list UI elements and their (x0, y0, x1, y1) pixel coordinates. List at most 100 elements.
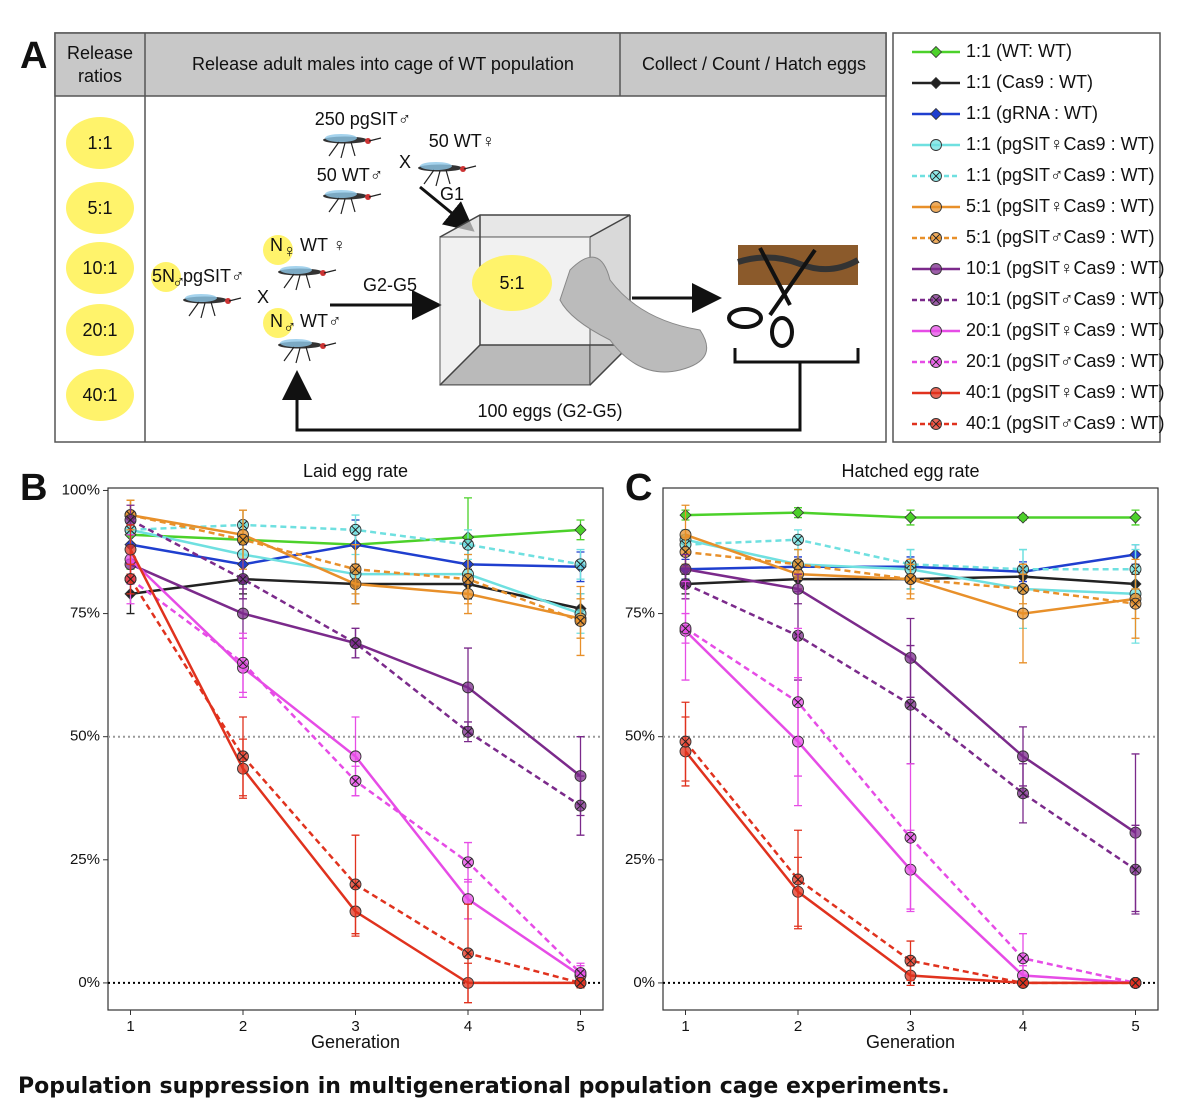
marker-cross (906, 574, 915, 584)
marker (574, 523, 587, 536)
marker-cross (681, 624, 690, 633)
label: ♂ (172, 272, 186, 292)
x-axis-label: Generation (866, 1032, 955, 1052)
label: N (270, 311, 283, 331)
marker-cross (793, 560, 803, 569)
marker (124, 543, 137, 556)
panel-letter: B (20, 467, 47, 509)
label: WT ♀ (300, 235, 346, 255)
header: ratios (78, 66, 122, 86)
x-tick-label: 4 (1019, 1018, 1027, 1035)
label: ♂ (283, 317, 297, 337)
marker-cross (906, 700, 915, 709)
marker-cross (931, 295, 941, 305)
label: 250 pgSIT♂ (315, 109, 412, 129)
chart-title: Hatched egg rate (841, 461, 979, 481)
legend-label: 10:1 (pgSIT♀Cas9 : WT) (966, 258, 1165, 278)
header: Release adult males into cage of WT popu… (192, 54, 574, 74)
marker-cross (931, 171, 941, 181)
label: 100 eggs (G2-G5) (477, 401, 622, 421)
marker (930, 387, 942, 399)
marker-cross (931, 233, 941, 243)
x-tick-label: 2 (794, 1018, 802, 1035)
marker-cross (351, 525, 360, 535)
marker-cross (576, 560, 585, 569)
label: WT♂ (300, 311, 341, 331)
marker (929, 45, 943, 59)
legend-label: 20:1 (pgSIT♂Cas9 : WT) (966, 351, 1165, 371)
marker-cross (1018, 584, 1028, 594)
marker (1017, 750, 1029, 763)
marker (791, 506, 805, 519)
x-tick-label: 4 (464, 1018, 472, 1035)
marker-cross (238, 574, 248, 584)
ratio-label: 10:1 (82, 258, 117, 278)
marker-cross (576, 616, 585, 626)
legend-label: 1:1 (WT: WT) (966, 41, 1072, 61)
ratio-label: 20:1 (82, 320, 117, 340)
marker-cross (238, 535, 248, 544)
y-tick-label: 100% (62, 481, 100, 498)
cage (439, 214, 708, 386)
y-tick-label: 75% (625, 605, 655, 622)
ratio-badge (66, 117, 134, 169)
marker-cross (1131, 865, 1140, 874)
legend-label: 40:1 (pgSIT♀Cas9 : WT) (966, 382, 1165, 402)
marker-cross (463, 949, 473, 958)
cage-ratio: 5:1 (499, 273, 524, 293)
ratio-label: 5:1 (87, 198, 112, 218)
label: pgSIT♂ (183, 266, 245, 286)
marker (930, 325, 942, 337)
x-tick-label: 1 (681, 1018, 689, 1035)
marker-cross (576, 801, 585, 810)
marker-cross (126, 574, 135, 584)
marker-cross (126, 515, 135, 525)
label: 50 WT♀ (429, 131, 496, 151)
y-tick-label: 25% (70, 851, 100, 868)
marker (1129, 511, 1142, 524)
legend-label: 5:1 (pgSIT♂Cas9 : WT) (966, 227, 1155, 247)
marker-cross (351, 638, 360, 648)
marker-cross (238, 752, 248, 761)
scissors (727, 247, 817, 348)
marker (1017, 607, 1029, 620)
legend-label: 1:1 (pgSIT♀Cas9 : WT) (966, 134, 1155, 154)
x-tick-label: 3 (906, 1018, 914, 1035)
diagram: Release ratios Release adult males into … (54, 32, 887, 443)
y-tick-label: 0% (633, 974, 655, 991)
marker-cross (351, 776, 360, 786)
label: G2-G5 (363, 275, 417, 295)
label: 50 WT♂ (317, 165, 384, 185)
label: X (399, 152, 411, 172)
legend-label: 20:1 (pgSIT♀Cas9 : WT) (966, 320, 1165, 340)
marker-cross (931, 357, 941, 367)
marker (1016, 511, 1030, 524)
marker-cross (238, 658, 248, 667)
legend-label: 40:1 (pgSIT♂Cas9 : WT) (966, 413, 1165, 433)
ratio-badge (66, 369, 134, 421)
chart-title: Laid egg rate (303, 461, 408, 481)
marker-cross (463, 540, 473, 549)
marker (930, 263, 942, 275)
marker-cross (463, 727, 473, 736)
marker-cross (463, 858, 473, 867)
marker-cross (793, 535, 803, 544)
marker-cross (1018, 954, 1028, 963)
label: ♀ (283, 241, 297, 261)
series-line (685, 538, 1136, 571)
marker-cross (1018, 978, 1028, 988)
marker-cross (1018, 789, 1028, 798)
x-tick-label: 3 (351, 1018, 359, 1035)
y-tick-label: 0% (78, 974, 100, 991)
panel-letter: A (20, 35, 47, 77)
x-tick-label: 2 (239, 1018, 247, 1035)
marker-cross (906, 833, 915, 842)
marker (462, 893, 474, 906)
marker-cross (1131, 978, 1140, 988)
marker (930, 139, 942, 151)
legend-label: 1:1 (pgSIT♂Cas9 : WT) (966, 165, 1155, 185)
marker (930, 201, 942, 213)
marker-cross (576, 978, 585, 988)
y-tick-label: 25% (625, 851, 655, 868)
